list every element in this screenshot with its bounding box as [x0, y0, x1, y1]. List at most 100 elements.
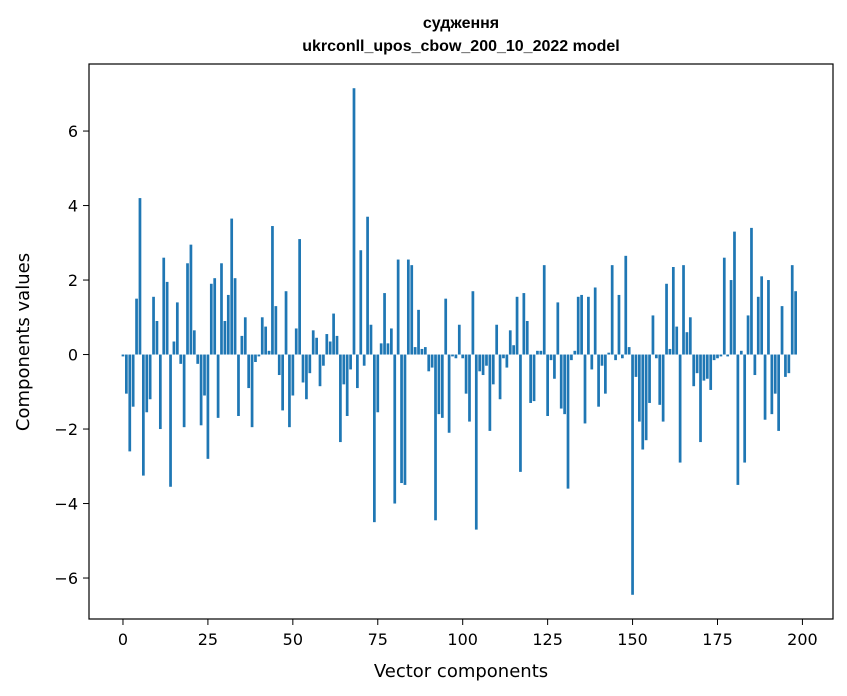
bar: [420, 348, 424, 355]
bar: [505, 354, 509, 368]
bar: [427, 354, 431, 372]
bar: [614, 354, 617, 361]
bar: [573, 350, 577, 355]
bar: [508, 330, 512, 355]
bar: [461, 354, 465, 359]
bar: [590, 354, 594, 370]
bar: [767, 280, 770, 355]
bar: [199, 354, 203, 426]
bar: [451, 354, 454, 357]
bar: [553, 354, 556, 379]
bar: [529, 354, 532, 403]
bar: [281, 354, 284, 411]
bar: [209, 283, 213, 355]
bar: [678, 354, 682, 463]
bar: [685, 332, 689, 355]
bar: [481, 354, 485, 376]
bar: [621, 354, 624, 359]
bar: [308, 354, 312, 374]
bar: [587, 296, 590, 355]
bar: [396, 259, 400, 355]
bar: [237, 354, 240, 416]
bar: [169, 354, 172, 487]
bar: [464, 354, 468, 394]
bar: [291, 354, 295, 396]
bar: [760, 276, 764, 355]
bar: [576, 296, 580, 355]
bar: [753, 354, 757, 376]
bar: [627, 347, 631, 355]
bar: [556, 302, 560, 355]
bar: [532, 354, 536, 402]
bar: [383, 293, 386, 355]
bar: [165, 281, 169, 355]
bar: [702, 354, 706, 381]
bar: [230, 218, 234, 355]
y-tick-label: 4: [68, 197, 78, 216]
bar: [386, 343, 390, 355]
bar: [274, 306, 278, 355]
bar: [403, 354, 407, 485]
x-tick-label: 200: [787, 630, 818, 649]
bar: [729, 280, 733, 355]
y-axis: −6 −4 −2 0 2 4 6: [54, 122, 89, 588]
bar: [182, 354, 186, 428]
bar: [434, 354, 437, 521]
bar: [379, 343, 383, 355]
bar: [733, 231, 736, 355]
bar: [284, 291, 288, 355]
bar: [722, 257, 726, 355]
x-axis-label: Vector components: [374, 661, 548, 682]
x-tick-label: 75: [368, 630, 388, 649]
bar: [624, 255, 628, 355]
bar: [746, 315, 750, 355]
bar: [294, 328, 298, 355]
bar: [128, 354, 132, 452]
bar: [254, 354, 257, 362]
bar: [488, 354, 492, 431]
bar: [175, 302, 179, 355]
bar: [682, 265, 685, 355]
bar: [787, 354, 791, 374]
bar: [756, 296, 760, 355]
bar: [233, 278, 237, 355]
bar: [668, 348, 672, 355]
bar: [318, 354, 322, 387]
bar: [763, 354, 767, 420]
bar: [216, 354, 220, 418]
bar: [440, 354, 444, 418]
bar: [305, 354, 308, 400]
bar: [179, 354, 183, 364]
bar: [264, 326, 268, 355]
bar: [376, 354, 380, 413]
y-axis-label: Components values: [13, 253, 34, 431]
bar: [770, 354, 774, 415]
bar: [607, 352, 611, 355]
bar: [566, 354, 570, 489]
bar: [539, 350, 543, 355]
bar: [495, 324, 499, 355]
bar: [570, 354, 573, 361]
y-tick-label: 6: [68, 122, 78, 141]
y-tick-label: 2: [68, 271, 78, 290]
bar: [260, 317, 264, 355]
bar: [648, 354, 651, 403]
bar: [583, 354, 587, 424]
bar: [688, 317, 692, 355]
bar: [478, 354, 482, 372]
bar: [522, 293, 526, 355]
bar: [790, 265, 794, 355]
bar: [498, 354, 502, 400]
bar: [393, 354, 397, 504]
bar: [172, 341, 176, 355]
bar: [142, 354, 145, 476]
bar: [247, 354, 251, 389]
y-tick-label: 0: [68, 346, 78, 365]
bar: [356, 354, 359, 389]
bar: [736, 354, 740, 485]
bar: [226, 294, 230, 355]
bar: [390, 328, 393, 355]
y-tick-label: −2: [54, 420, 78, 439]
bar: [743, 354, 747, 463]
bar: [491, 354, 495, 385]
